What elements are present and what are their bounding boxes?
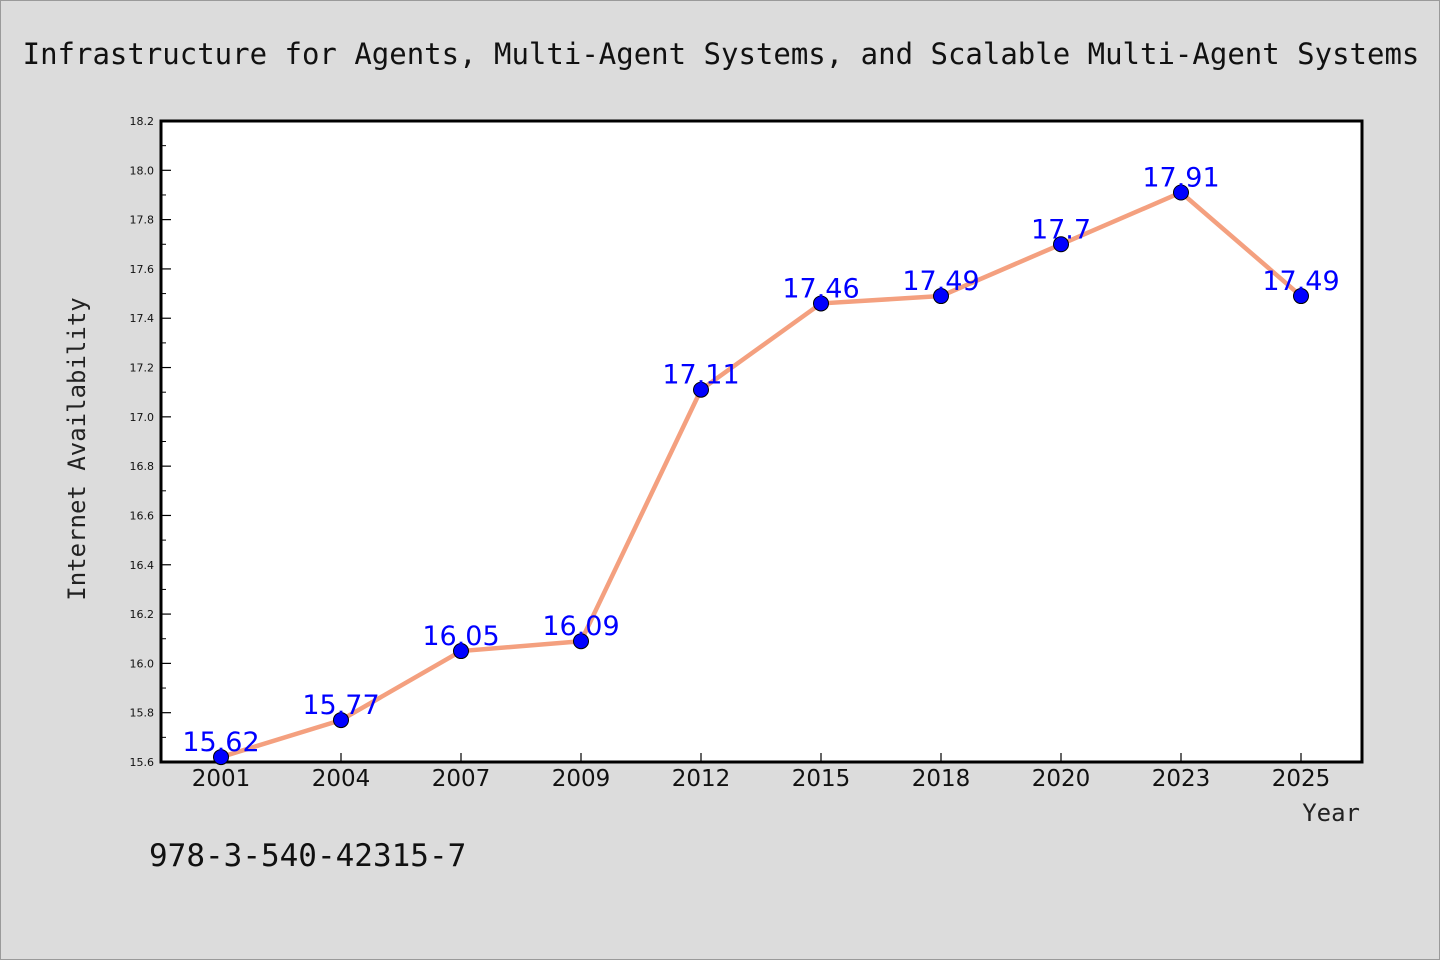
x-tick-label: 2012 bbox=[672, 766, 731, 792]
chart-title: Infrastructure for Agents, Multi-Agent S… bbox=[23, 37, 1420, 71]
data-label: 17.46 bbox=[782, 273, 859, 304]
isbn-annotation: 978-3-540-42315-7 bbox=[149, 838, 466, 874]
data-point-marker bbox=[453, 643, 469, 660]
data-point-marker bbox=[213, 749, 229, 766]
series-line bbox=[218, 190, 1304, 760]
y-tick-label: 16.8 bbox=[130, 460, 155, 473]
data-point-markers bbox=[213, 184, 1309, 766]
y-tick-label: 16.0 bbox=[130, 657, 155, 670]
data-label: 17.11 bbox=[662, 360, 739, 391]
y-tick-label: 16.4 bbox=[130, 559, 155, 572]
x-tick-label: 2023 bbox=[1152, 766, 1211, 792]
y-axis-ticks bbox=[161, 120, 171, 763]
data-label: 15.77 bbox=[302, 690, 379, 721]
y-tick-label: 16.6 bbox=[130, 509, 155, 522]
data-label: 17.91 bbox=[1142, 162, 1219, 193]
x-tick-label: 2001 bbox=[192, 766, 251, 792]
data-point-marker bbox=[333, 712, 349, 729]
y-tick-label: 18.0 bbox=[130, 164, 155, 177]
x-tick-label: 2020 bbox=[1032, 766, 1091, 792]
x-tick-label: 2018 bbox=[912, 766, 971, 792]
y-tick-label: 17.0 bbox=[130, 411, 155, 424]
y-tick-label: 17.6 bbox=[130, 263, 155, 276]
data-point-marker bbox=[1053, 236, 1069, 253]
data-point-marker bbox=[813, 295, 829, 312]
x-tick-label: 2004 bbox=[312, 766, 371, 792]
data-point-marker bbox=[1293, 288, 1309, 305]
data-label: 15.62 bbox=[182, 727, 259, 758]
data-label: 17.49 bbox=[1262, 266, 1339, 297]
y-tick-label: 15.6 bbox=[130, 756, 155, 769]
plot-area bbox=[159, 119, 1364, 764]
x-axis-ticks bbox=[220, 753, 1302, 762]
y-axis-tick-labels: 15.6 15.8 16.0 16.2 16.4 16.6 16.8 17.0 17.2 17.4… bbox=[130, 115, 155, 769]
y-tick-label: 17.8 bbox=[130, 214, 155, 227]
x-tick-label: 2015 bbox=[792, 766, 851, 792]
y-tick-label: 17.4 bbox=[130, 312, 155, 325]
y-axis-label: Internet Availability bbox=[63, 297, 91, 600]
data-label: 17.49 bbox=[902, 266, 979, 297]
data-label: 16.09 bbox=[542, 611, 619, 642]
data-point-marker bbox=[933, 288, 949, 305]
data-label: 17.7 bbox=[1031, 214, 1091, 245]
x-tick-label: 2007 bbox=[432, 766, 491, 792]
data-point-marker bbox=[693, 381, 709, 398]
x-axis-tick-labels: 2001 2004 2007 2009 2012 2015 2018 2020 2023 2025 bbox=[192, 766, 1331, 792]
x-tick-label: 2009 bbox=[552, 766, 611, 792]
y-tick-label: 18.2 bbox=[130, 115, 155, 128]
data-point-marker bbox=[1173, 184, 1189, 201]
x-tick-label: 2025 bbox=[1272, 766, 1331, 792]
data-labels: 15.62 15.77 16.05 16.09 17.11 17.46 17.49 17.7 1… bbox=[182, 162, 1339, 758]
y-tick-label: 17.2 bbox=[130, 362, 155, 375]
x-axis-label: Year bbox=[1302, 799, 1360, 827]
y-tick-label: 15.8 bbox=[130, 707, 155, 720]
data-point-marker bbox=[573, 633, 589, 650]
data-label: 16.05 bbox=[422, 621, 499, 652]
y-tick-label: 16.2 bbox=[130, 608, 155, 621]
